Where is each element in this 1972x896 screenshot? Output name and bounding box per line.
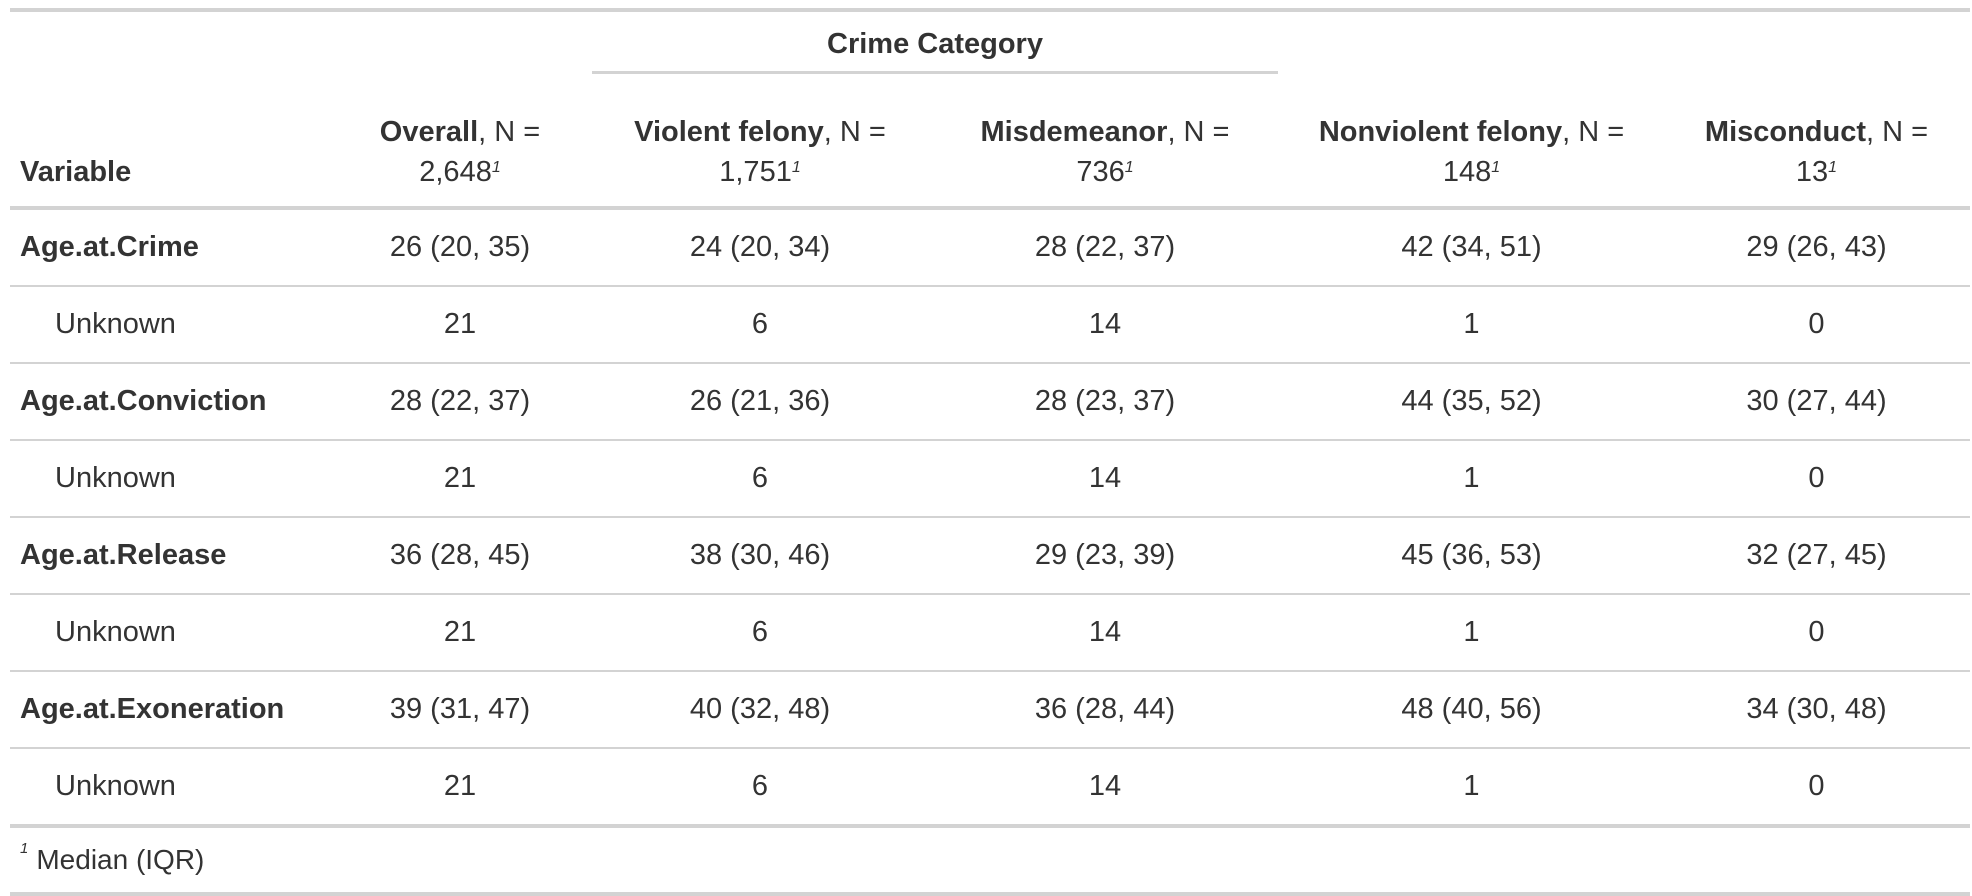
table-cell: 44 (35, 52)	[1280, 363, 1663, 441]
column-header-suffix: , N =	[823, 116, 886, 148]
table-cell: 14	[930, 286, 1280, 364]
table-cell: 28 (22, 37)	[330, 363, 590, 441]
table-cell: 36 (28, 44)	[930, 671, 1280, 749]
table-cell: 21	[330, 594, 590, 672]
column-header-row: Variable Overall, N = 2,6481 Violent fel…	[10, 74, 1970, 210]
footnote-marker: 1	[1124, 159, 1134, 176]
table-cell: 6	[590, 286, 930, 364]
spanner-label: Crime Category	[592, 28, 1278, 74]
table-cell: 0	[1663, 748, 1970, 828]
table-cell: 1	[1280, 440, 1663, 518]
table-cell: 29 (26, 43)	[1663, 208, 1970, 287]
table-cell: 14	[930, 440, 1280, 518]
footnote-row: 1 Median (IQR)	[10, 826, 1970, 896]
table-cell: 36 (28, 45)	[330, 517, 590, 595]
column-header-violent-felony: Violent felony, N = 1,7511	[590, 74, 930, 210]
column-header-n: 1,751	[719, 156, 792, 188]
table-cell: 38 (30, 46)	[590, 517, 930, 595]
table-cell: 26 (20, 35)	[330, 208, 590, 287]
row-label: Age.at.Release	[10, 517, 330, 595]
footnote-mark: 1	[20, 840, 29, 857]
column-header-n: 736	[1076, 156, 1125, 188]
table-cell: 28 (22, 37)	[930, 208, 1280, 287]
table-header: Crime Category Variable Overall, N = 2,6…	[10, 8, 1970, 210]
footnote-marker: 1	[1491, 159, 1501, 176]
table-cell: 21	[330, 286, 590, 364]
table-cell: 1	[1280, 286, 1663, 364]
table-row: Age.at.Conviction 28 (22, 37) 26 (21, 36…	[10, 363, 1970, 441]
table-body: Age.at.Crime 26 (20, 35) 24 (20, 34) 28 …	[10, 208, 1970, 828]
spanner-empty	[10, 8, 330, 74]
table-cell: 26 (21, 36)	[590, 363, 930, 441]
footnote-text: Median (IQR)	[36, 844, 205, 875]
table-row: Unknown 21 6 14 1 0	[10, 748, 1970, 828]
spanner-empty	[1280, 8, 1663, 74]
row-label: Age.at.Conviction	[10, 363, 330, 441]
table-row: Unknown 21 6 14 1 0	[10, 594, 1970, 672]
table-cell: 6	[590, 748, 930, 828]
column-header-misdemeanor: Misdemeanor, N = 7361	[930, 74, 1280, 210]
table-cell: 0	[1663, 440, 1970, 518]
table-row: Age.at.Release 36 (28, 45) 38 (30, 46) 2…	[10, 517, 1970, 595]
row-label: Unknown	[10, 440, 330, 518]
row-label: Unknown	[10, 286, 330, 364]
summary-table: Crime Category Variable Overall, N = 2,6…	[10, 8, 1970, 896]
footnote-marker: 1	[791, 159, 801, 176]
footnote-marker: 1	[491, 159, 501, 176]
table-cell: 21	[330, 748, 590, 828]
footnote: 1 Median (IQR)	[10, 826, 1970, 896]
table-cell: 1	[1280, 748, 1663, 828]
column-header-suffix: , N =	[478, 116, 541, 148]
table-cell: 0	[1663, 286, 1970, 364]
table-cell: 34 (30, 48)	[1663, 671, 1970, 749]
table-cell: 45 (36, 53)	[1280, 517, 1663, 595]
column-header-name: Overall	[379, 116, 479, 148]
column-header-n: 2,648	[419, 156, 492, 188]
table-cell: 1	[1280, 594, 1663, 672]
spanner-empty	[1663, 8, 1970, 74]
column-header-variable: Variable	[10, 74, 330, 210]
table-cell: 6	[590, 440, 930, 518]
table-cell: 6	[590, 594, 930, 672]
spanner-crime-category: Crime Category	[590, 8, 1280, 74]
spanner-empty	[330, 8, 590, 74]
table-cell: 0	[1663, 594, 1970, 672]
row-label: Unknown	[10, 594, 330, 672]
column-header-nonviolent-felony: Nonviolent felony, N = 1481	[1280, 74, 1663, 210]
row-label: Age.at.Exoneration	[10, 671, 330, 749]
table-row: Age.at.Exoneration 39 (31, 47) 40 (32, 4…	[10, 671, 1970, 749]
table-footer: 1 Median (IQR)	[10, 826, 1970, 896]
column-header-n: 13	[1795, 156, 1829, 188]
table-cell: 40 (32, 48)	[590, 671, 930, 749]
summary-table-container: Crime Category Variable Overall, N = 2,6…	[10, 8, 1970, 896]
column-header-suffix: , N =	[1866, 116, 1929, 148]
footnote-marker: 1	[1828, 159, 1838, 176]
row-label: Unknown	[10, 748, 330, 828]
row-label: Age.at.Crime	[10, 208, 330, 287]
table-cell: 48 (40, 56)	[1280, 671, 1663, 749]
table-cell: 28 (23, 37)	[930, 363, 1280, 441]
column-header-n: 148	[1442, 156, 1492, 188]
table-cell: 32 (27, 45)	[1663, 517, 1970, 595]
table-row: Unknown 21 6 14 1 0	[10, 286, 1970, 364]
spanner-row: Crime Category	[10, 8, 1970, 74]
column-header-name: Misdemeanor	[980, 116, 1168, 148]
table-cell: 14	[930, 748, 1280, 828]
table-cell: 39 (31, 47)	[330, 671, 590, 749]
table-cell: 14	[930, 594, 1280, 672]
table-cell: 29 (23, 39)	[930, 517, 1280, 595]
table-cell: 30 (27, 44)	[1663, 363, 1970, 441]
table-cell: 42 (34, 51)	[1280, 208, 1663, 287]
column-header-overall: Overall, N = 2,6481	[330, 74, 590, 210]
table-row: Age.at.Crime 26 (20, 35) 24 (20, 34) 28 …	[10, 208, 1970, 287]
column-header-suffix: , N =	[1167, 116, 1230, 148]
column-header-misconduct: Misconduct, N = 131	[1663, 74, 1970, 210]
column-header-suffix: , N =	[1562, 116, 1625, 148]
table-row: Unknown 21 6 14 1 0	[10, 440, 1970, 518]
column-header-name: Nonviolent felony	[1318, 116, 1563, 148]
table-cell: 21	[330, 440, 590, 518]
column-header-name: Misconduct	[1704, 116, 1867, 148]
table-cell: 24 (20, 34)	[590, 208, 930, 287]
column-header-name: Violent felony	[634, 116, 824, 148]
